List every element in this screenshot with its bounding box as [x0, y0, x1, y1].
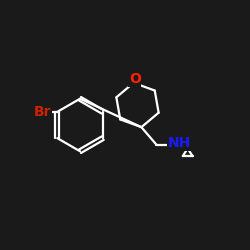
Text: NH: NH: [168, 136, 191, 150]
Text: O: O: [129, 72, 141, 86]
Text: Br: Br: [34, 105, 51, 119]
